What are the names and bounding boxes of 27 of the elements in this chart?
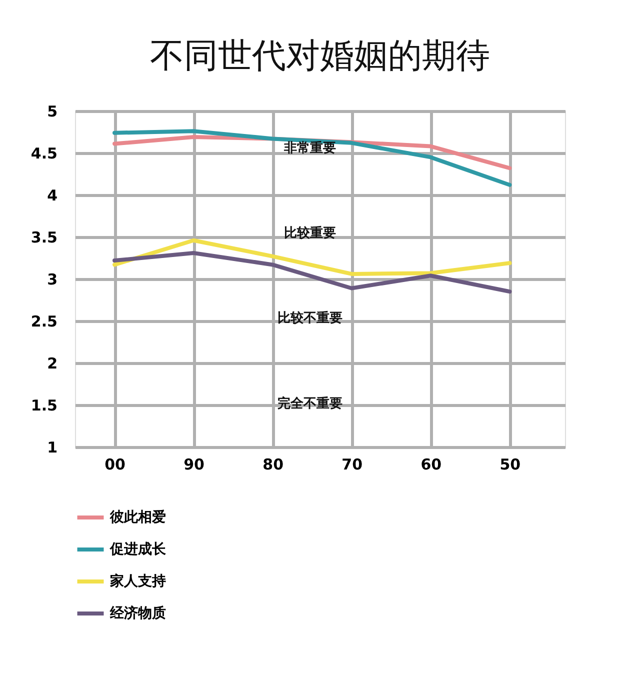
chart-title: 不同世代对婚姻的期待 <box>150 36 490 76</box>
y-tick-label: 4.5 <box>30 144 58 162</box>
x-tick-label: 70 <box>342 456 363 474</box>
x-tick-label: 60 <box>420 456 442 474</box>
legend-label: 促进成长 <box>109 542 167 558</box>
y-tick-label: 1.5 <box>30 396 58 414</box>
annotation: 完全不重要 <box>278 395 342 412</box>
legend-label: 家人支持 <box>109 572 166 590</box>
legend-label: 经济物质 <box>109 604 166 622</box>
y-tick-label: 2 <box>47 354 58 372</box>
x-tick-label: 80 <box>262 456 284 474</box>
y-tick-label: 3 <box>47 270 58 288</box>
line-series <box>112 129 512 187</box>
legend-label: 彼此相爱 <box>109 508 166 526</box>
line-series <box>112 250 512 294</box>
annotation: 非常重要 <box>283 140 336 156</box>
y-tick-label: 1 <box>47 438 58 456</box>
annotation: 比较重要 <box>284 225 336 242</box>
annotation: 比较不重要 <box>278 310 342 326</box>
line-series <box>112 238 512 276</box>
y-tick-label: 4 <box>47 186 58 204</box>
x-tick-label: 90 <box>184 456 204 474</box>
y-tick-label: 3.5 <box>30 228 58 246</box>
x-tick-label: 50 <box>500 456 521 474</box>
y-tick-label: 5 <box>47 102 58 120</box>
y-tick-label: 2.5 <box>30 312 58 330</box>
x-tick-label: 00 <box>104 456 126 474</box>
